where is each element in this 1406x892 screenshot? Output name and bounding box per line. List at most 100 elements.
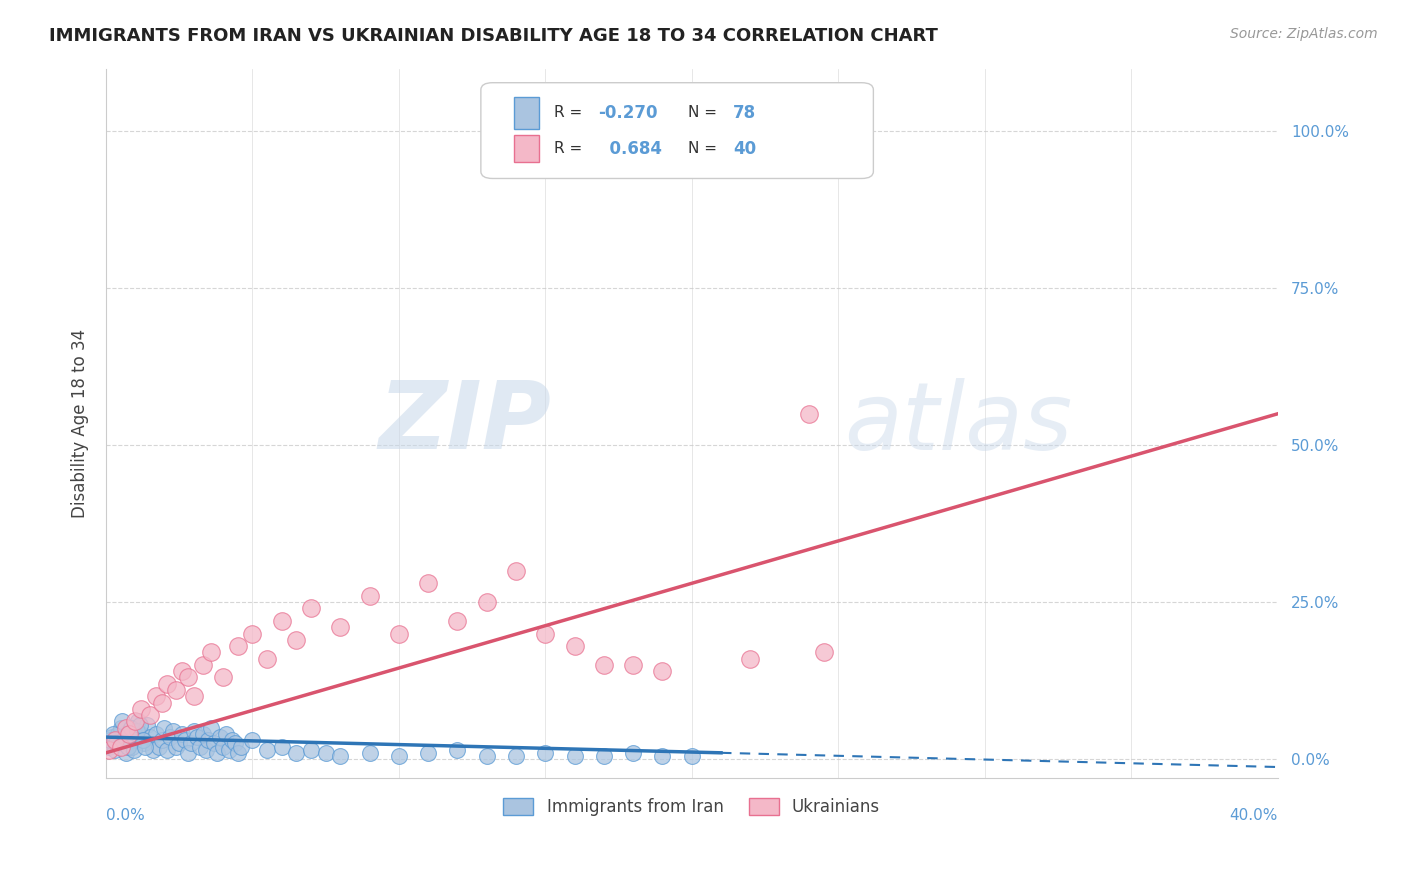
Point [229,739,252,754]
FancyBboxPatch shape [481,83,873,178]
Point [118,723,141,738]
Point [359,589,381,603]
Point [226,639,249,653]
Point [191,727,214,741]
Point [170,727,193,741]
Point [110,736,132,750]
Point [128,717,150,731]
Point [240,733,263,747]
Point [256,651,278,665]
Point [221,733,243,747]
Point [813,645,835,659]
Text: 0.0%: 0.0% [105,808,145,823]
Text: Source: ZipAtlas.com: Source: ZipAtlas.com [1230,27,1378,41]
Point [104,733,127,747]
Point [224,736,246,750]
Point [139,730,162,744]
Point [124,714,146,729]
Point [180,736,202,750]
Point [122,742,145,756]
Point [212,671,235,685]
Point [418,746,440,760]
Point [139,708,162,723]
Point [256,742,278,756]
Point [388,748,411,763]
Point [329,620,352,634]
Point [97,739,120,754]
Point [564,748,586,763]
Point [651,664,673,678]
Point [177,746,200,760]
Point [475,595,498,609]
Text: atlas: atlas [844,377,1073,468]
Point [103,727,125,741]
Point [200,645,222,659]
Point [165,739,187,754]
Point [188,739,211,754]
Point [135,717,157,731]
Point [505,564,527,578]
Point [127,714,149,729]
Point [388,626,411,640]
Point [98,733,121,747]
Point [110,721,132,735]
Point [162,723,184,738]
Text: 40: 40 [733,139,756,158]
Point [418,576,440,591]
Point [564,639,586,653]
Point [167,736,190,750]
Text: 78: 78 [733,103,756,121]
Point [797,407,820,421]
Point [145,690,167,704]
Point [111,714,134,729]
Point [159,730,181,744]
Point [205,746,228,760]
Point [131,733,153,747]
Point [170,664,193,678]
Point [621,746,644,760]
Point [100,730,122,744]
Point [593,657,616,672]
Point [197,733,219,747]
Point [148,739,170,754]
Point [329,748,352,763]
Text: IMMIGRANTS FROM IRAN VS UKRAINIAN DISABILITY AGE 18 TO 34 CORRELATION CHART: IMMIGRANTS FROM IRAN VS UKRAINIAN DISABI… [49,27,938,45]
Point [177,671,200,685]
Point [226,746,249,760]
Text: N =: N = [689,141,723,156]
Point [299,742,322,756]
Point [215,727,238,741]
Point [209,730,232,744]
Point [129,702,152,716]
Point [115,721,138,735]
Point [827,130,849,145]
Text: R =: R = [554,141,586,156]
FancyBboxPatch shape [513,135,540,162]
Point [121,739,143,754]
Point [651,748,673,763]
Point [110,739,132,754]
Point [104,742,127,756]
Point [129,727,152,741]
Point [534,626,557,640]
FancyBboxPatch shape [513,96,540,128]
Point [107,727,129,741]
Point [150,733,173,747]
Point [621,657,644,672]
Point [270,739,292,754]
Point [117,739,139,754]
Point [134,739,156,754]
Point [212,739,235,754]
Point [202,736,225,750]
Point [505,748,527,763]
Text: 0.684: 0.684 [598,139,662,158]
Point [194,742,217,756]
Point [240,626,263,640]
Point [156,677,179,691]
Text: R =: R = [554,105,586,120]
Point [142,742,165,756]
Point [446,614,468,628]
Text: 40.0%: 40.0% [1229,808,1278,823]
Point [132,736,155,750]
Point [120,721,142,735]
